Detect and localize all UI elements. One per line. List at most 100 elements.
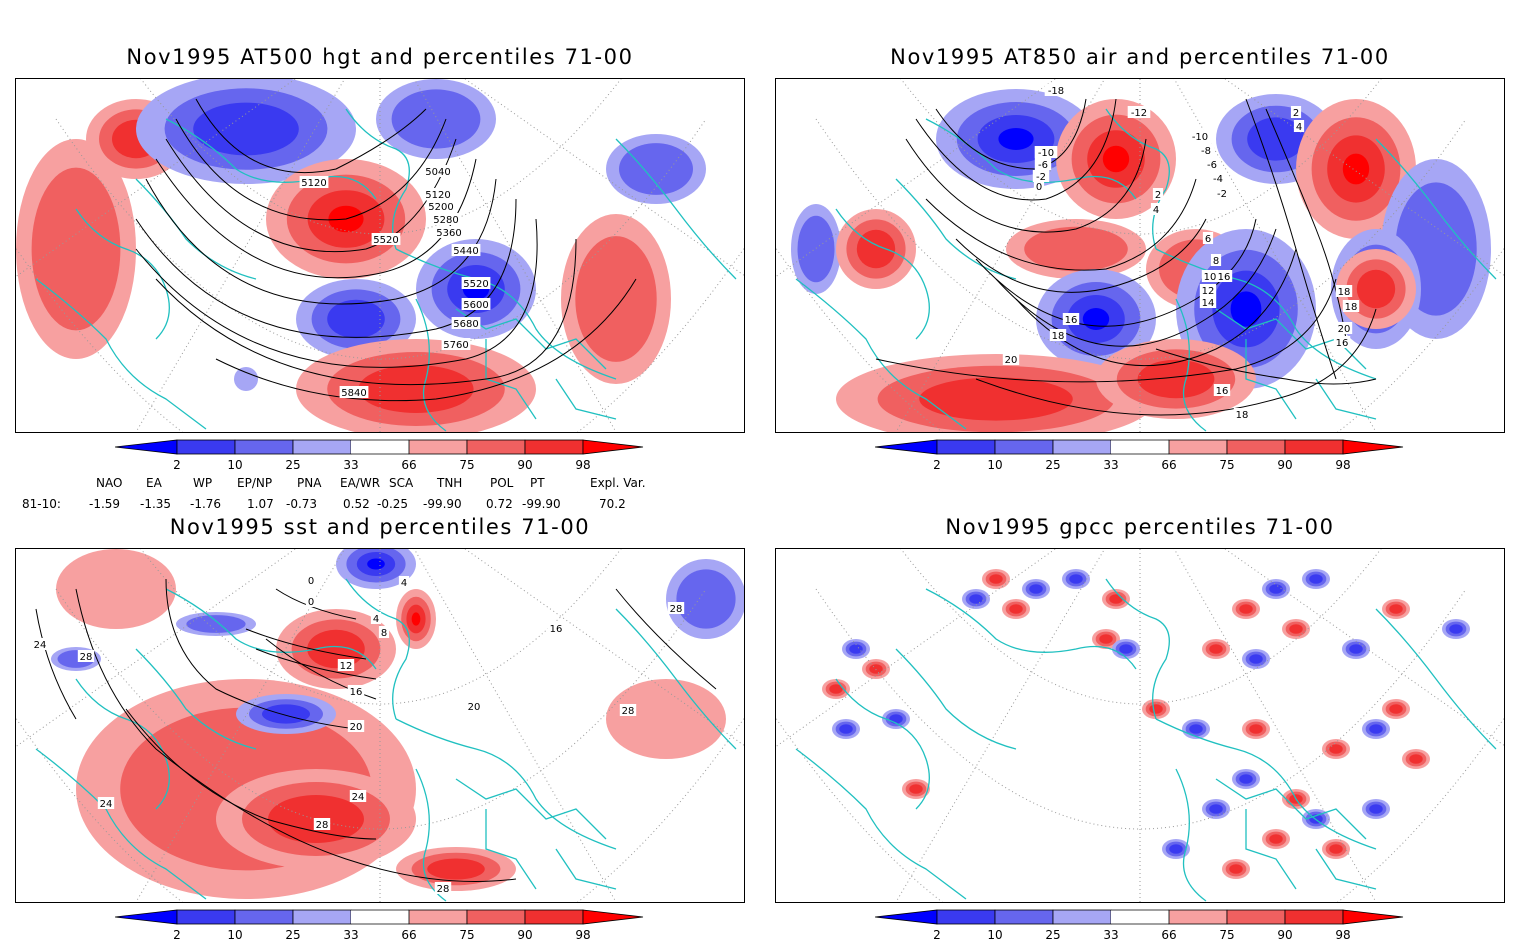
index-header: PNA [297, 476, 322, 490]
positive-anomaly [1239, 604, 1253, 614]
map-gpcc [776, 549, 1504, 902]
index-value: 70.2 [599, 497, 626, 511]
negative-anomaly [619, 143, 693, 195]
contour-label: 2 [1155, 190, 1161, 201]
colorbar-tick-label: 66 [1161, 928, 1176, 942]
colorbar-tick-label: 10 [227, 458, 242, 472]
contour-label: 5440 [453, 246, 478, 257]
colorbar-tick-label: 25 [285, 928, 300, 942]
colorbar-tick-label: 33 [343, 928, 358, 942]
colorbar-segment [1052, 909, 1112, 925]
colorbar-segment [994, 909, 1054, 925]
positive-anomaly [1009, 604, 1023, 614]
contour-label: -10 [1192, 132, 1208, 143]
contour-label: 6 [1205, 234, 1211, 245]
colorbar-segment [176, 439, 236, 455]
contour-label: -4 [1213, 174, 1223, 185]
colorbar-tick-label: 25 [1045, 928, 1060, 942]
map-panel-gpcc [775, 548, 1505, 903]
colorbar-segment [292, 439, 352, 455]
colorbar-tick-label: 98 [1335, 928, 1350, 942]
contour-label: 20 [350, 722, 363, 733]
positive-anomaly [1389, 604, 1403, 614]
contour-label: 0 [308, 597, 314, 608]
negative-anomaly [1189, 724, 1203, 734]
colorbar-air: 2 10 25 33 66 75 90 98 [875, 439, 1404, 472]
coastlines [35, 578, 737, 902]
negative-anomaly [367, 558, 385, 570]
contour-label: 16 [1065, 315, 1078, 326]
positive-anomaly [31, 167, 121, 331]
positive-anomaly [1149, 704, 1163, 714]
colorbar-tick-label: 2 [173, 458, 181, 472]
panel-title-hgt: Nov1995 AT500 hgt and percentiles 71-00 [126, 45, 634, 69]
contour-label: 24 [34, 640, 47, 651]
positive-anomaly [1024, 226, 1128, 272]
contour-label: 12 [340, 661, 353, 672]
contour-label: 5040 [425, 167, 450, 178]
colorbar-end-low [115, 439, 178, 455]
colorbar-segment [176, 909, 236, 925]
colorbar-segment [1168, 439, 1228, 455]
colorbar-segment [466, 909, 526, 925]
positive-anomaly [56, 549, 176, 629]
contour-label: 5200 [428, 202, 453, 213]
negative-anomaly [186, 615, 246, 633]
contour-label: -8 [1201, 146, 1211, 157]
colorbar-segment [408, 439, 468, 455]
contour-label: 5600 [463, 300, 488, 311]
colorbar-segment [524, 909, 584, 925]
index-value: 0.52 [343, 497, 370, 511]
colorbar-tick-label: 33 [1103, 458, 1118, 472]
positive-anomaly [1249, 724, 1263, 734]
positive-anomaly [1102, 145, 1130, 173]
contour-label: 5360 [436, 228, 461, 239]
map-panel-hgt: 5040 5120 5120 5200 5280 5360 5440 5520 5520 5600… [15, 78, 745, 433]
negative-anomaly [1449, 624, 1463, 634]
negative-anomaly [1369, 724, 1383, 734]
colorbar-tick-label: 90 [1277, 458, 1292, 472]
positive-anomaly [1329, 744, 1343, 754]
colorbar-tick-label: 10 [987, 928, 1002, 942]
positive-anomaly [1289, 624, 1303, 634]
contour-label: 4 [401, 578, 407, 589]
coastlines [35, 108, 737, 432]
contour-label: -18 [1048, 86, 1064, 97]
contour-label: 28 [622, 706, 635, 717]
positive-anomaly [1109, 594, 1123, 604]
contour-label: 5520 [463, 279, 488, 290]
contour-label: 14 [1202, 298, 1215, 309]
index-value: 1.07 [247, 497, 274, 511]
index-header: Expl. Var. [590, 476, 646, 490]
colorbar-segment [936, 909, 996, 925]
contour-label: 8 [1213, 256, 1219, 267]
index-value: -99.90 [522, 497, 561, 511]
negative-anomaly [797, 215, 835, 283]
positive-anomaly [427, 858, 485, 880]
positive-anomaly [411, 612, 421, 626]
colorbar-segment [1052, 439, 1112, 455]
colorbar-segment [994, 439, 1054, 455]
contour-label: 4 [373, 614, 379, 625]
negative-anomaly [839, 724, 853, 734]
colorbar-segment [408, 909, 468, 925]
colorbar-segment [1226, 439, 1286, 455]
contour-label: 12 [1202, 286, 1215, 297]
colorbar-end-high [582, 909, 644, 925]
index-value: -1.59 [89, 497, 121, 511]
negative-anomaly [1249, 654, 1263, 664]
positive-anomaly [909, 784, 923, 794]
negative-anomaly [1349, 644, 1363, 654]
colorbar-end-high [582, 439, 644, 455]
colorbar-hgt: 2 10 25 33 66 75 90 98 [115, 439, 644, 472]
index-value: -1.35 [140, 497, 172, 511]
contour-lines [875, 98, 1377, 416]
colorbar-tick-label: 10 [987, 458, 1002, 472]
index-row-label: 81-10: [22, 497, 61, 511]
colorbar-segment [1168, 909, 1228, 925]
negative-anomaly [1069, 574, 1083, 584]
positive-anomaly [989, 574, 1003, 584]
contour-label: 5120 [425, 190, 450, 201]
negative-anomaly [391, 89, 481, 149]
colorbar-segment [466, 439, 526, 455]
